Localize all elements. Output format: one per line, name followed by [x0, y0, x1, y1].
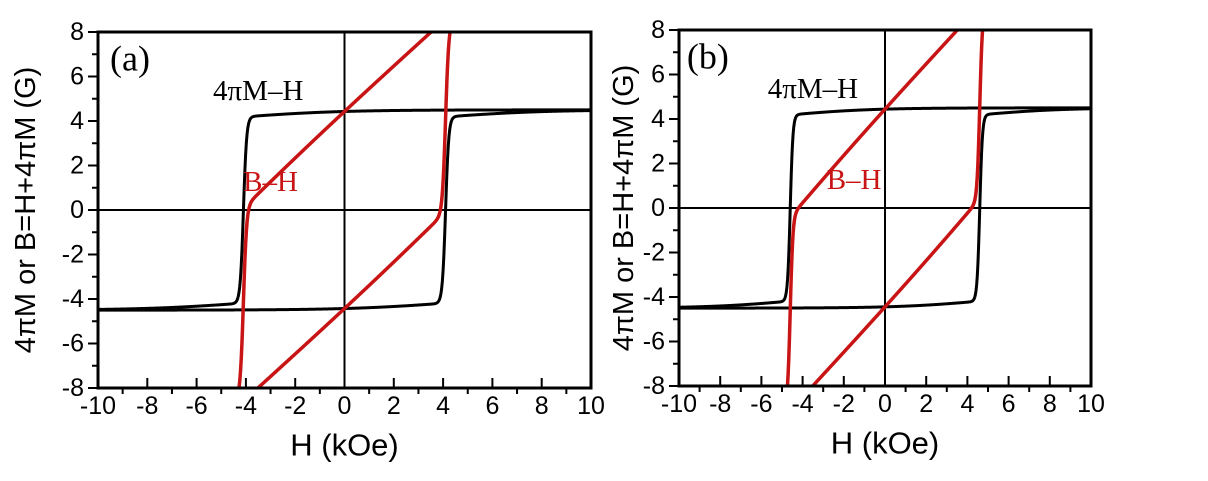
y-tick-label: 0: [651, 194, 665, 222]
y-tick-label: -8: [643, 372, 665, 400]
x-axis-title: H (kOe): [831, 426, 940, 461]
curve-label-4piM-H: 4πM–H: [768, 73, 858, 105]
panel-letter: (b): [687, 37, 729, 77]
y-axis-title: 4πM or B=H+4πM (G): [10, 67, 42, 354]
x-tick-label: 10: [1077, 390, 1105, 418]
y-tick-label: 4: [651, 105, 665, 133]
y-tick-label: 4: [70, 107, 84, 135]
x-tick-label: -6: [750, 390, 772, 418]
x-tick-label: -4: [235, 392, 257, 420]
y-tick-label: -6: [62, 330, 84, 358]
x-tick-label: 8: [535, 392, 549, 420]
panel-b: 4πM–H B–H -10 -8 -6 -4 -2 0 2 4 6 8 10 -8 -6 -4 -2 0 2 4 6 8 H…: [604, 0, 1208, 481]
y-tick-label: 8: [70, 18, 84, 46]
y-tick-label: -4: [62, 285, 84, 313]
y-tick-label: -4: [643, 283, 665, 311]
x-tick-label: -2: [284, 392, 306, 420]
panel-a: 4πM–H B–H -10 -8 -6 -4 -2 0 2 4 6 8 10 -8 -6 -4 -2 0 2 4 6 8 H…: [10, 18, 604, 463]
y-tick-label: 8: [651, 16, 665, 44]
curve-B-H-descending: [785, 30, 960, 386]
curve-B-H-ascending: [810, 30, 985, 386]
curve-label-B-H: B–H: [243, 166, 298, 198]
x-tick-label: -4: [791, 390, 813, 418]
y-tick-label: -6: [643, 328, 665, 356]
x-tick-label: -10: [661, 390, 697, 418]
chart-panel-a: 4πM–HB–H-10 -8 -6 -4 -2 0 2 4 6 8 10-8-6-4-202468H…: [10, 18, 604, 463]
x-tick-label: 6: [485, 392, 499, 420]
y-tick-label: 2: [70, 152, 84, 180]
x-tick-label: 2: [919, 390, 933, 418]
y-tick-label: -8: [62, 374, 84, 402]
chart-panel-b: 4πM–HB–H-10 -8 -6 -4 -2 0 2 4 6 8 10-8-6-4-202468H…: [608, 16, 1105, 461]
y-axis-title: 4πM or B=H+4πM (G): [608, 65, 640, 352]
x-tick-label: -10: [80, 392, 116, 420]
x-axis-title: H (kOe): [290, 428, 399, 463]
x-tick-label: 6: [1002, 390, 1016, 418]
y-tick-label: -2: [62, 241, 84, 269]
x-tick-label: -2: [833, 390, 855, 418]
x-tick-label: 0: [878, 390, 892, 418]
x-tick-label: -8: [136, 392, 158, 420]
plot-border: [96, 30, 593, 390]
x-tick-label: -6: [185, 392, 207, 420]
curve-B-H-ascending: [255, 32, 452, 388]
x-tick-label: 4: [960, 390, 974, 418]
x-tick-label: 8: [1043, 390, 1057, 418]
x-tick-label: 2: [387, 392, 401, 420]
plot-border: [677, 28, 1093, 388]
x-tick-label: 0: [338, 392, 352, 420]
x-tick-label: 10: [577, 392, 604, 420]
x-tick-label: 4: [436, 392, 450, 420]
y-tick-label: 0: [70, 196, 84, 224]
y-tick-label: 2: [651, 150, 665, 178]
curve-B-H-descending: [237, 32, 434, 388]
y-tick-label: 6: [651, 61, 665, 89]
curve-label-B-H: B–H: [827, 164, 882, 196]
y-tick-label: -2: [643, 239, 665, 267]
curve-label-4piM-H: 4πM–H: [213, 75, 303, 107]
y-tick-label: 6: [70, 63, 84, 91]
x-tick-label: -8: [709, 390, 731, 418]
panel-letter: (a): [110, 39, 150, 79]
